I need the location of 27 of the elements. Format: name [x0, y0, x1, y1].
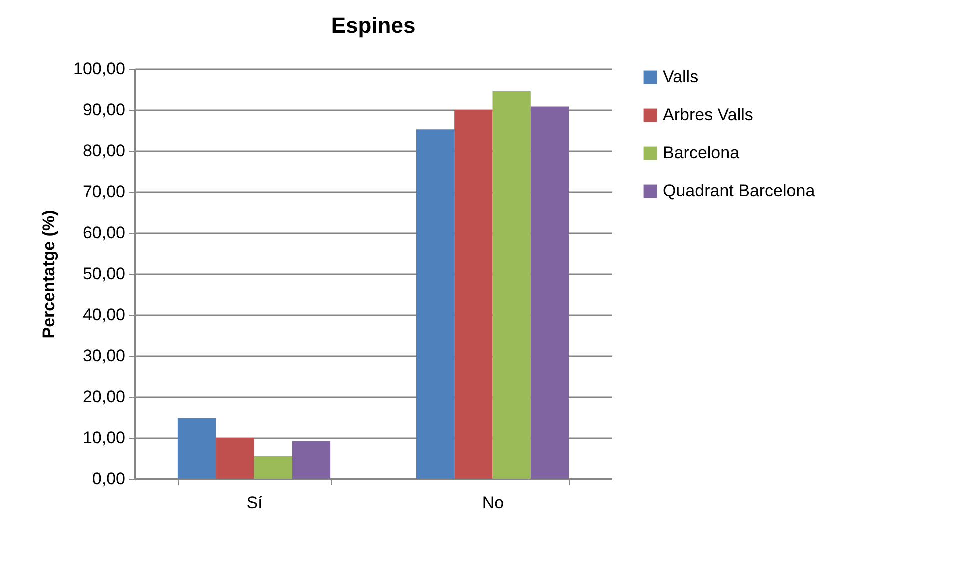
bar: [178, 418, 216, 479]
y-tick-label: 80,00: [82, 142, 126, 160]
y-tick-label: 60,00: [82, 224, 126, 242]
bar: [216, 438, 254, 479]
y-tick-label: 30,00: [82, 346, 126, 366]
chart-title: Espines: [331, 13, 416, 38]
bar: [416, 130, 455, 479]
x-tick-label: Sí: [246, 494, 264, 512]
legend-label: Barcelona: [663, 144, 740, 162]
y-tick-label: 40,00: [82, 306, 126, 324]
y-tick-label: 10,00: [82, 428, 126, 448]
y-tick-label: 70,00: [82, 182, 126, 202]
y-tick-label: 0,00: [92, 470, 126, 488]
bar: [530, 106, 570, 479]
bar: [454, 110, 493, 479]
y-tick-label: 100,00: [74, 60, 126, 78]
y-tick-label: 20,00: [82, 388, 126, 406]
legend-label: Arbres Valls: [663, 106, 754, 124]
bar: [492, 92, 531, 479]
legend-label: Quadrant Barcelona: [663, 182, 816, 200]
y-axis-title: Percentatge (%): [40, 210, 59, 339]
bar: [292, 441, 331, 479]
x-tick-label: No: [482, 494, 504, 512]
y-tick-label: 90,00: [82, 100, 126, 120]
legend-label: Valls: [663, 68, 699, 86]
y-tick-label: 50,00: [82, 264, 126, 284]
bar: [254, 456, 292, 479]
